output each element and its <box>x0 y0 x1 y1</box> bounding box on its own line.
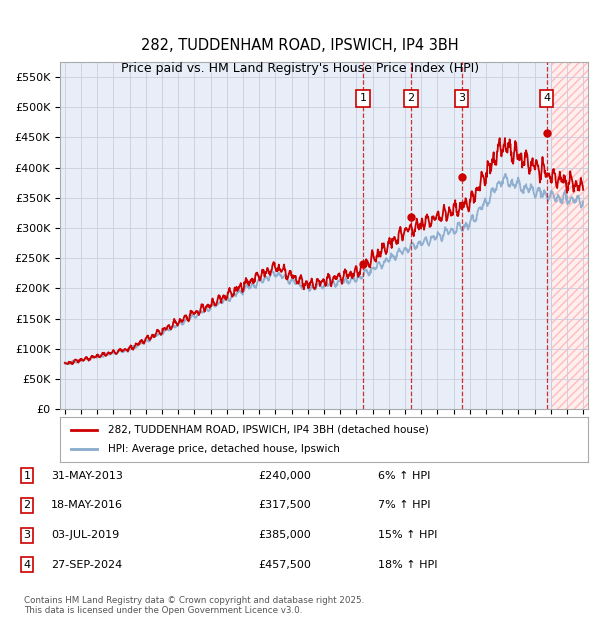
Text: 2: 2 <box>407 94 415 104</box>
Text: 3: 3 <box>458 94 465 104</box>
Text: 6% ↑ HPI: 6% ↑ HPI <box>378 471 430 480</box>
Text: 1: 1 <box>23 471 31 480</box>
Text: 18-MAY-2016: 18-MAY-2016 <box>51 500 123 510</box>
Text: 1: 1 <box>359 94 367 104</box>
Text: 2: 2 <box>23 500 31 510</box>
Text: HPI: Average price, detached house, Ipswich: HPI: Average price, detached house, Ipsw… <box>107 445 340 454</box>
Text: 4: 4 <box>23 560 31 570</box>
Text: £317,500: £317,500 <box>258 500 311 510</box>
Text: Price paid vs. HM Land Registry's House Price Index (HPI): Price paid vs. HM Land Registry's House … <box>121 62 479 75</box>
Text: £240,000: £240,000 <box>258 471 311 480</box>
Text: 18% ↑ HPI: 18% ↑ HPI <box>378 560 437 570</box>
Text: 4: 4 <box>543 94 550 104</box>
Text: 27-SEP-2024: 27-SEP-2024 <box>51 560 122 570</box>
Text: 3: 3 <box>23 530 31 540</box>
Text: 7% ↑ HPI: 7% ↑ HPI <box>378 500 431 510</box>
Text: 282, TUDDENHAM ROAD, IPSWICH, IP4 3BH: 282, TUDDENHAM ROAD, IPSWICH, IP4 3BH <box>141 38 459 53</box>
Text: Contains HM Land Registry data © Crown copyright and database right 2025.
This d: Contains HM Land Registry data © Crown c… <box>24 596 364 615</box>
Text: 15% ↑ HPI: 15% ↑ HPI <box>378 530 437 540</box>
Text: 03-JUL-2019: 03-JUL-2019 <box>51 530 119 540</box>
Text: £385,000: £385,000 <box>258 530 311 540</box>
Text: £457,500: £457,500 <box>258 560 311 570</box>
Text: 282, TUDDENHAM ROAD, IPSWICH, IP4 3BH (detached house): 282, TUDDENHAM ROAD, IPSWICH, IP4 3BH (d… <box>107 425 428 435</box>
Text: 31-MAY-2013: 31-MAY-2013 <box>51 471 123 480</box>
